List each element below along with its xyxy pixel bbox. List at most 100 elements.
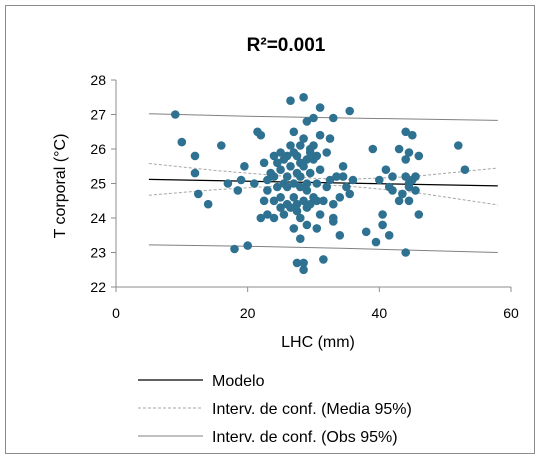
data-point [282, 182, 292, 192]
data-point [276, 203, 285, 212]
data-point [322, 148, 332, 157]
data-point [259, 158, 269, 168]
y-tick-label: 27 [90, 107, 106, 123]
data-point [279, 210, 289, 219]
data-point [296, 172, 305, 181]
data-point [190, 151, 200, 161]
data-point [401, 155, 411, 164]
obs-ci-line [148, 113, 498, 121]
data-point [302, 179, 312, 188]
data-point [378, 220, 387, 230]
data-point [256, 213, 266, 223]
data-point [368, 144, 378, 154]
data-point [299, 196, 308, 206]
data-point [394, 144, 404, 154]
data-point [269, 196, 279, 206]
data-point [338, 172, 348, 181]
data-point [296, 182, 305, 192]
data-point [315, 130, 325, 140]
data-point [319, 196, 328, 206]
data-point [305, 148, 315, 157]
y-tick-label: 24 [90, 210, 106, 226]
chart-title: R²=0.001 [247, 35, 326, 56]
chart-frame [5, 5, 535, 454]
data-point [286, 96, 295, 105]
data-point [177, 137, 187, 147]
data-point [361, 227, 371, 237]
y-tick-label: 25 [90, 176, 106, 192]
data-point [296, 213, 305, 223]
y-tick-label: 28 [90, 72, 106, 88]
data-point [263, 175, 272, 185]
data-point [401, 127, 411, 137]
legend-label: Interv. de conf. (Obs 95%) [212, 429, 398, 446]
data-point [454, 141, 463, 150]
data-point [312, 179, 322, 188]
data-point [299, 93, 308, 102]
data-point [312, 151, 322, 161]
data-point [292, 151, 302, 161]
data-point [269, 151, 279, 161]
plot-area: 22 23 24 25 26 27 28 0 20 40 60 [90, 72, 519, 321]
data-point [325, 175, 335, 185]
data-point [276, 165, 285, 174]
data-point [404, 148, 414, 157]
data-point [325, 134, 335, 143]
data-point [381, 165, 391, 174]
data-point [411, 186, 420, 195]
data-point [299, 265, 308, 275]
data-point [296, 234, 305, 243]
legend-label: Modelo [212, 373, 265, 390]
data-point [243, 241, 252, 250]
data-point [259, 196, 269, 206]
data-point [401, 172, 411, 181]
data-point [286, 203, 295, 212]
data-point [296, 141, 305, 150]
x-tick-label: 20 [240, 305, 256, 321]
data-point [299, 134, 308, 143]
data-point [282, 172, 292, 181]
data-point [276, 148, 285, 157]
data-point [250, 179, 259, 188]
data-point [414, 210, 424, 219]
x-tick-label: 60 [503, 305, 519, 321]
data-point [378, 210, 387, 219]
data-point [289, 224, 299, 233]
data-point [348, 175, 358, 185]
data-point [171, 110, 180, 119]
data-point [286, 141, 295, 150]
data-point [269, 213, 279, 223]
obs-ci-line [148, 244, 498, 253]
data-point [309, 113, 318, 123]
data-point [302, 220, 312, 230]
data-point [315, 165, 325, 174]
data-point [404, 182, 414, 192]
data-point [460, 165, 470, 174]
data-point [335, 231, 345, 240]
data-point [332, 172, 341, 181]
data-point [404, 196, 414, 206]
data-point [217, 141, 226, 150]
data-point [190, 168, 200, 178]
data-point [289, 179, 299, 188]
data-point [345, 106, 355, 116]
data-point [322, 182, 332, 192]
data-point [292, 258, 302, 268]
data-point [335, 193, 345, 202]
y-tick-label: 26 [90, 141, 106, 157]
data-point [273, 158, 282, 168]
data-point [233, 186, 243, 195]
data-point [230, 244, 239, 254]
data-point [329, 113, 338, 123]
data-point [240, 162, 249, 171]
y-tick-label: 23 [90, 245, 106, 261]
data-point [414, 151, 424, 161]
data-point [305, 168, 315, 178]
data-point [329, 217, 338, 226]
x-tick-label: 0 [112, 305, 120, 321]
x-tick-label: 40 [372, 305, 388, 321]
data-point [276, 193, 285, 202]
data-point [223, 179, 233, 188]
data-point [388, 172, 397, 181]
